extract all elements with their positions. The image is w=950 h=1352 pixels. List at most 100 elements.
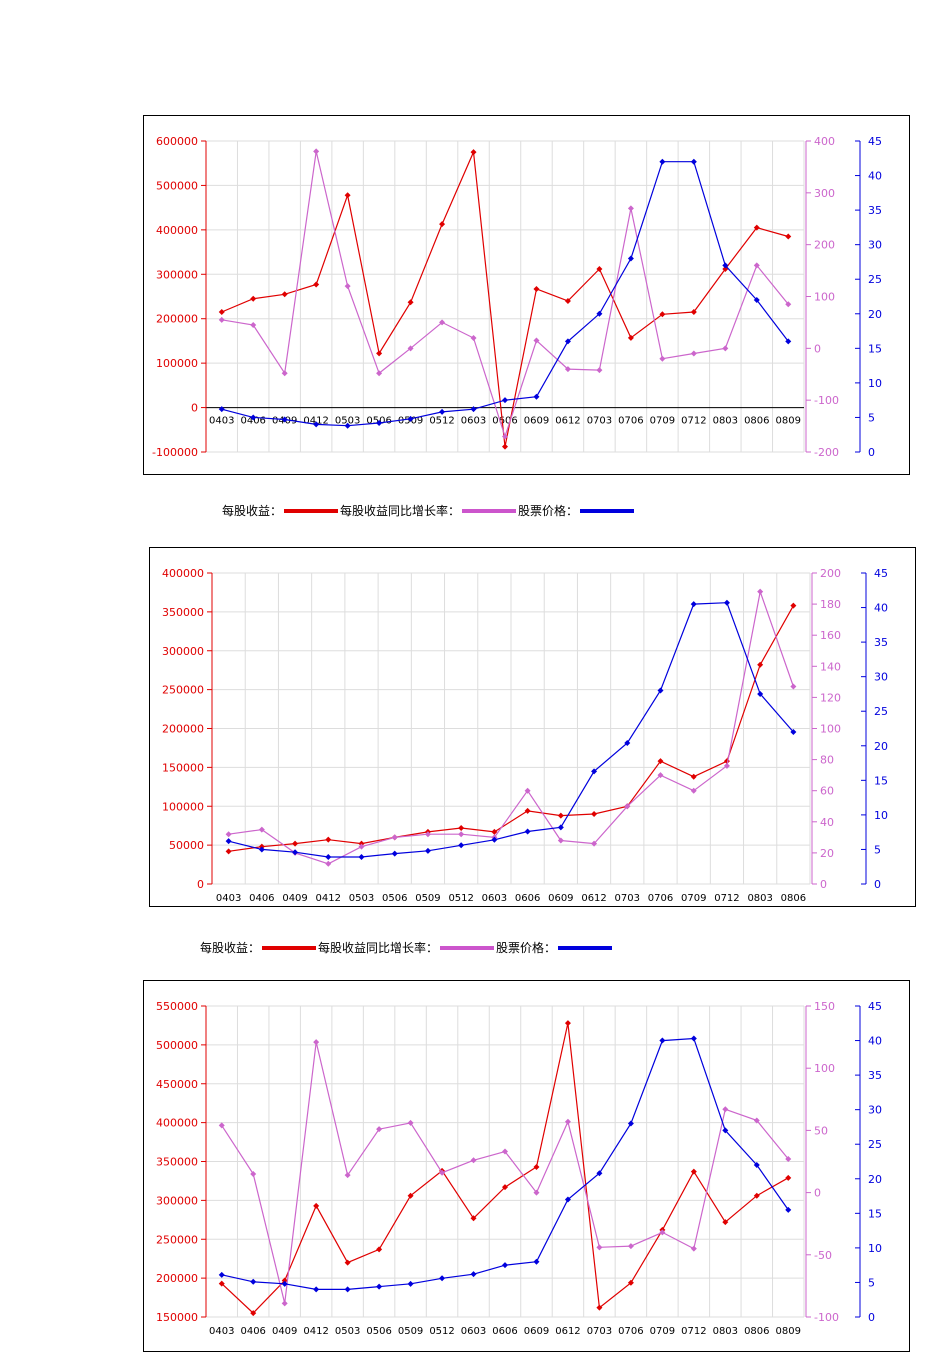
price-axis-tick-label: 25 — [874, 705, 888, 718]
price-axis-tick-label: 15 — [868, 342, 882, 355]
growth-axis-tick-label: 40 — [820, 816, 834, 829]
x-axis-tick-label: 0803 — [713, 416, 738, 427]
data-point-price — [313, 421, 320, 428]
price-axis-tick-label: 45 — [874, 567, 888, 580]
left-axis-tick-label: 350000 — [162, 606, 204, 619]
data-point-price — [281, 416, 288, 423]
x-axis-tick-label: 0506 — [366, 1326, 391, 1337]
growth-axis-tick-label: 120 — [820, 691, 841, 704]
x-axis-tick-label: 0409 — [282, 893, 307, 904]
data-point-price — [596, 310, 603, 317]
x-axis-tick-label: 0503 — [335, 416, 360, 427]
x-axis-tick-label: 0606 — [492, 1326, 517, 1337]
left-axis-tick-label: 400000 — [156, 1117, 198, 1130]
x-axis-tick-label: 0412 — [316, 893, 341, 904]
price-axis-tick-label: 5 — [868, 411, 875, 424]
chart-panel-1: -100000 0 100000 200000 300000 400000 500000 60… — [143, 115, 910, 475]
data-point-growth — [502, 433, 508, 440]
x-axis-tick-label: 0703 — [587, 1326, 612, 1337]
price-axis-tick-label: 45 — [868, 1000, 882, 1013]
data-point-eps — [564, 1020, 571, 1027]
price-axis-tick-label: 25 — [868, 273, 882, 286]
data-point-growth — [657, 772, 664, 779]
data-point-eps — [753, 224, 760, 231]
price-axis-tick-label: 40 — [874, 602, 888, 615]
data-point-eps — [722, 1219, 729, 1226]
growth-axis-tick-label: 180 — [820, 598, 841, 611]
data-point-eps — [690, 309, 697, 316]
x-axis-tick-label: 0706 — [648, 893, 673, 904]
data-point-eps — [376, 350, 383, 357]
x-axis-tick-label: 0409 — [272, 1326, 297, 1337]
x-axis-tick-label: 0412 — [303, 416, 328, 427]
x-axis-tick-label: 0709 — [650, 1326, 675, 1337]
x-axis-tick-label: 0406 — [240, 416, 265, 427]
series-line-price — [221, 1037, 789, 1290]
data-point-price — [344, 422, 351, 429]
x-axis-tick-label: 0703 — [587, 416, 612, 427]
data-point-growth — [690, 350, 697, 357]
data-point-price — [225, 838, 232, 845]
data-point-eps — [690, 773, 697, 780]
data-point-growth — [564, 366, 571, 373]
data-point-price — [376, 419, 383, 426]
growth-axis-tick-label: -50 — [814, 1249, 832, 1262]
x-axis-tick-label: 0503 — [335, 1326, 360, 1337]
data-point-price — [723, 599, 730, 606]
data-point-eps — [591, 811, 598, 818]
legend-swatch-eps — [262, 945, 317, 950]
x-axis-tick-label: 0609 — [548, 893, 573, 904]
growth-axis-tick-label: 160 — [820, 629, 841, 642]
data-point-eps — [785, 1174, 792, 1181]
data-point-growth — [281, 370, 288, 377]
series-line-eps — [228, 605, 794, 852]
data-point-growth — [358, 843, 365, 850]
price-axis-tick-label: 0 — [874, 878, 881, 891]
data-point-price — [596, 1170, 603, 1177]
data-point-eps — [657, 758, 664, 765]
data-point-eps — [358, 840, 365, 847]
data-point-price — [557, 824, 564, 831]
data-point-eps — [596, 265, 603, 272]
x-axis-tick-label: 0709 — [650, 416, 675, 427]
x-axis-tick-label: 0612 — [581, 893, 606, 904]
x-axis-tick-label: 0609 — [524, 416, 549, 427]
data-point-price — [292, 849, 299, 856]
data-point-eps — [502, 443, 508, 450]
legend-swatch-price — [580, 508, 635, 513]
growth-axis-tick-label: 100 — [814, 291, 835, 304]
data-point-eps — [557, 812, 564, 819]
price-axis-tick-label: 10 — [868, 377, 882, 390]
growth-axis-tick-label: 300 — [814, 187, 835, 200]
data-point-price — [325, 854, 332, 861]
series-line-growth — [228, 589, 794, 865]
left-axis-tick-label: 300000 — [156, 1194, 198, 1207]
data-point-eps — [785, 233, 792, 240]
data-point-price — [407, 1280, 414, 1287]
data-point-eps — [627, 334, 634, 341]
data-point-price — [627, 1120, 634, 1127]
left-axis-tick-label: -100000 — [152, 446, 198, 459]
legend-item-eps: 每股收益： — [200, 939, 318, 956]
data-point-eps — [376, 1246, 383, 1253]
data-point-price — [533, 393, 540, 400]
data-point-eps — [596, 1304, 603, 1311]
data-point-price — [424, 847, 431, 854]
data-point-eps — [491, 828, 498, 835]
data-point-growth — [458, 831, 465, 838]
data-point-eps — [533, 1163, 540, 1170]
data-point-price — [722, 262, 729, 269]
x-axis-tick-label: 0806 — [744, 1326, 769, 1337]
price-axis-tick-label: 15 — [874, 774, 888, 787]
data-point-price — [533, 1258, 540, 1265]
data-point-growth — [470, 334, 477, 341]
data-point-growth — [533, 1189, 540, 1196]
data-point-price — [785, 1206, 792, 1213]
growth-axis-tick-label: 400 — [814, 135, 835, 148]
x-axis-tick-label: 0612 — [555, 416, 580, 427]
x-axis-tick-label: 0509 — [415, 893, 440, 904]
data-point-growth — [790, 683, 797, 690]
price-axis-tick-label: 30 — [868, 239, 882, 252]
left-axis-tick-label: 150000 — [156, 1311, 198, 1324]
left-axis-tick-label: 600000 — [156, 135, 198, 148]
